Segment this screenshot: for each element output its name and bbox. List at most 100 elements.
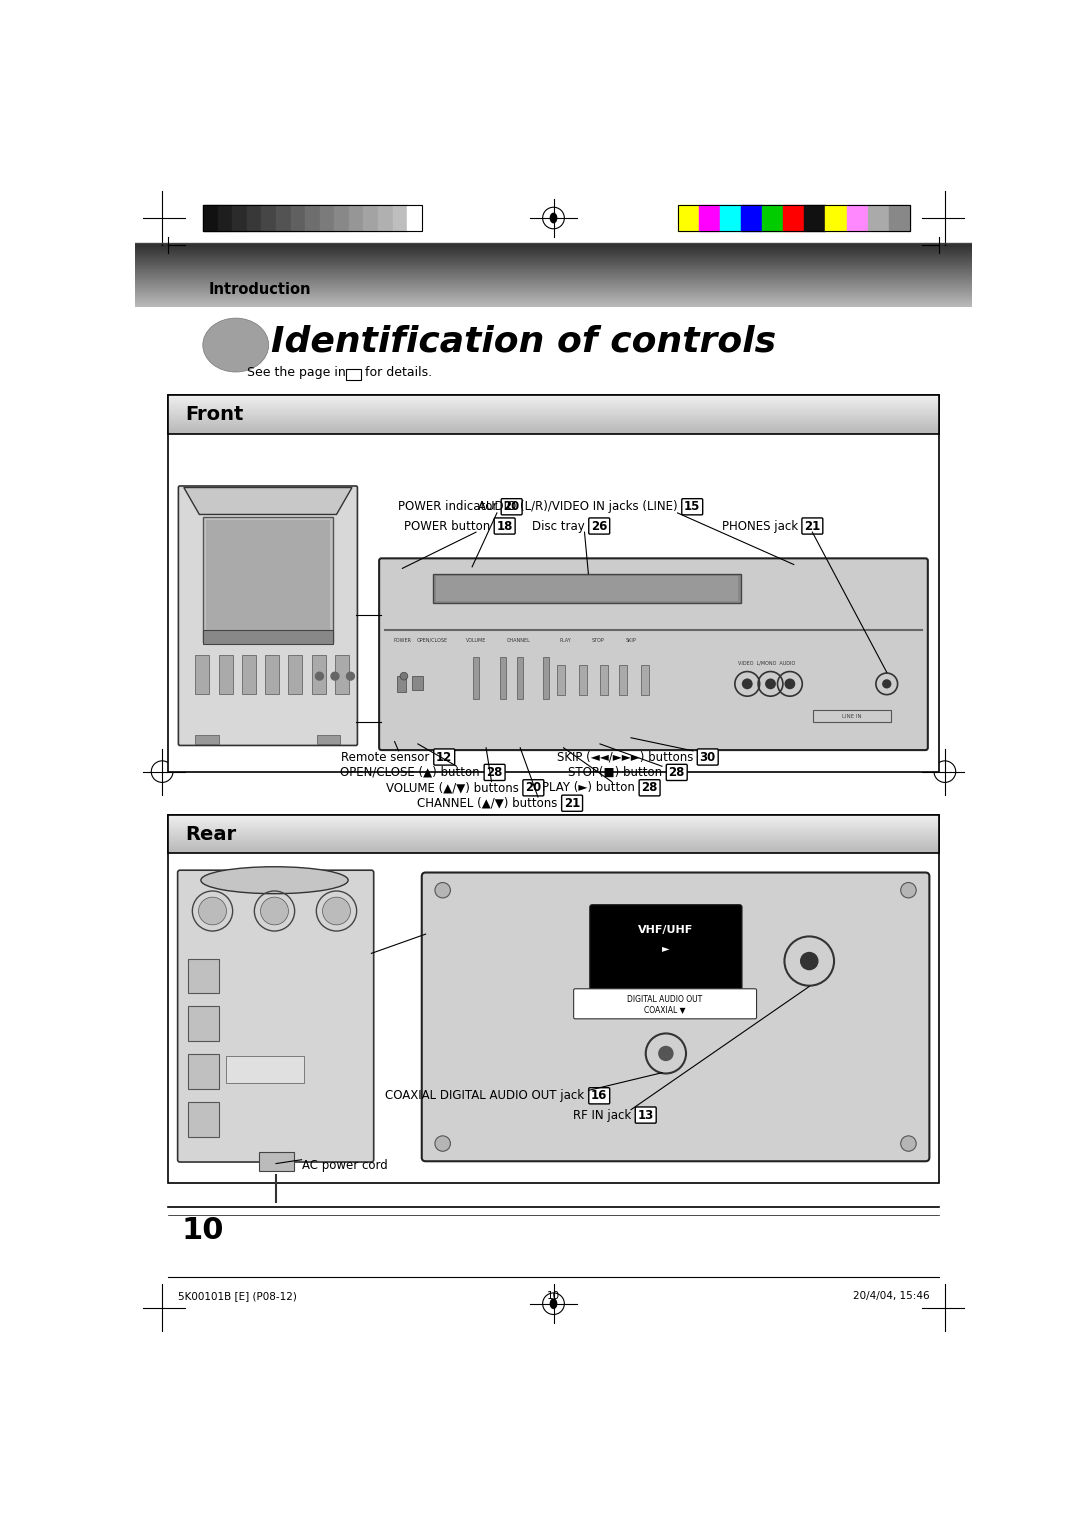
Bar <box>699 205 719 231</box>
Bar <box>813 711 891 723</box>
Bar <box>378 205 393 231</box>
Bar <box>805 205 825 231</box>
Bar <box>203 205 218 231</box>
Bar <box>206 520 329 639</box>
FancyBboxPatch shape <box>639 779 660 796</box>
Text: POWER: POWER <box>393 637 411 643</box>
Bar <box>847 205 867 231</box>
FancyBboxPatch shape <box>562 795 582 811</box>
Text: 20/4/04, 15:46: 20/4/04, 15:46 <box>853 1291 930 1300</box>
Ellipse shape <box>550 1299 557 1309</box>
Bar <box>500 657 507 700</box>
Bar <box>276 205 291 231</box>
Text: CHANNEL (▲/▼) buttons: CHANNEL (▲/▼) buttons <box>417 796 557 810</box>
Text: 20: 20 <box>525 781 541 795</box>
Circle shape <box>901 883 916 898</box>
Bar <box>364 205 378 231</box>
FancyBboxPatch shape <box>177 871 374 1161</box>
Bar <box>291 205 306 231</box>
Text: ►: ► <box>662 943 670 953</box>
Text: VOLUME: VOLUME <box>465 637 486 643</box>
Text: RF IN jack: RF IN jack <box>572 1108 631 1122</box>
Bar <box>397 677 406 692</box>
FancyBboxPatch shape <box>635 1106 657 1123</box>
Circle shape <box>765 678 775 689</box>
Text: 30: 30 <box>700 750 716 764</box>
Bar <box>825 205 847 231</box>
Bar <box>335 656 349 694</box>
Circle shape <box>901 1135 916 1151</box>
Circle shape <box>658 1045 674 1060</box>
Bar <box>741 205 762 231</box>
Text: OPEN/CLOSE (▲) button: OPEN/CLOSE (▲) button <box>340 766 480 779</box>
Ellipse shape <box>550 212 557 223</box>
FancyBboxPatch shape <box>589 1088 610 1103</box>
Bar <box>783 205 805 231</box>
Bar <box>349 205 364 231</box>
Text: Identification of controls: Identification of controls <box>271 324 775 358</box>
Bar <box>259 1152 294 1172</box>
Bar <box>188 1102 218 1137</box>
Text: Rear: Rear <box>186 825 237 843</box>
Bar <box>218 656 232 694</box>
Bar <box>167 814 940 853</box>
Bar <box>203 516 333 642</box>
Text: PHONES jack: PHONES jack <box>721 520 798 533</box>
FancyBboxPatch shape <box>501 498 522 515</box>
Bar <box>413 677 423 691</box>
FancyBboxPatch shape <box>666 764 687 781</box>
Bar <box>473 657 480 700</box>
Bar <box>600 665 608 695</box>
FancyBboxPatch shape <box>422 872 930 1161</box>
Bar <box>393 205 407 231</box>
Circle shape <box>323 897 350 924</box>
Bar <box>188 958 218 993</box>
Circle shape <box>882 680 891 689</box>
Bar <box>227 1056 303 1083</box>
Circle shape <box>199 897 227 924</box>
Text: 13: 13 <box>637 1108 653 1122</box>
Bar <box>247 205 261 231</box>
FancyBboxPatch shape <box>178 486 357 746</box>
Circle shape <box>330 671 339 681</box>
FancyBboxPatch shape <box>434 749 455 766</box>
Text: 21: 21 <box>564 796 580 810</box>
Circle shape <box>435 883 450 898</box>
FancyBboxPatch shape <box>573 989 757 1019</box>
Text: DIGITAL AUDIO OUT: DIGITAL AUDIO OUT <box>627 995 703 1004</box>
Circle shape <box>435 1135 450 1151</box>
Circle shape <box>742 678 753 689</box>
Text: 28: 28 <box>486 766 503 779</box>
Text: AUDIO (L/R)/VIDEO IN jacks (LINE): AUDIO (L/R)/VIDEO IN jacks (LINE) <box>477 500 677 513</box>
Circle shape <box>346 671 355 681</box>
Bar <box>677 205 910 231</box>
FancyBboxPatch shape <box>589 518 610 535</box>
Circle shape <box>784 678 795 689</box>
Text: 21: 21 <box>805 520 821 533</box>
Bar <box>195 656 210 694</box>
Text: 15: 15 <box>684 500 701 513</box>
Text: for details.: for details. <box>365 365 432 379</box>
FancyBboxPatch shape <box>590 905 742 990</box>
Bar <box>335 205 349 231</box>
Text: Remote sensor: Remote sensor <box>341 750 430 764</box>
Bar <box>867 205 889 231</box>
Text: 16: 16 <box>591 1089 607 1102</box>
Text: POWER button: POWER button <box>404 520 490 533</box>
Bar <box>318 735 340 744</box>
FancyBboxPatch shape <box>495 518 515 535</box>
Bar <box>433 573 741 604</box>
Bar <box>407 205 422 231</box>
Text: 26: 26 <box>591 520 607 533</box>
FancyBboxPatch shape <box>379 558 928 750</box>
Bar <box>346 368 362 380</box>
Text: LINE IN: LINE IN <box>842 714 862 718</box>
Circle shape <box>314 671 324 681</box>
Ellipse shape <box>201 866 348 894</box>
FancyBboxPatch shape <box>523 779 544 796</box>
Bar <box>306 205 320 231</box>
Bar <box>195 735 218 744</box>
Bar <box>167 396 940 773</box>
Text: 18: 18 <box>497 520 513 533</box>
Bar <box>719 205 741 231</box>
